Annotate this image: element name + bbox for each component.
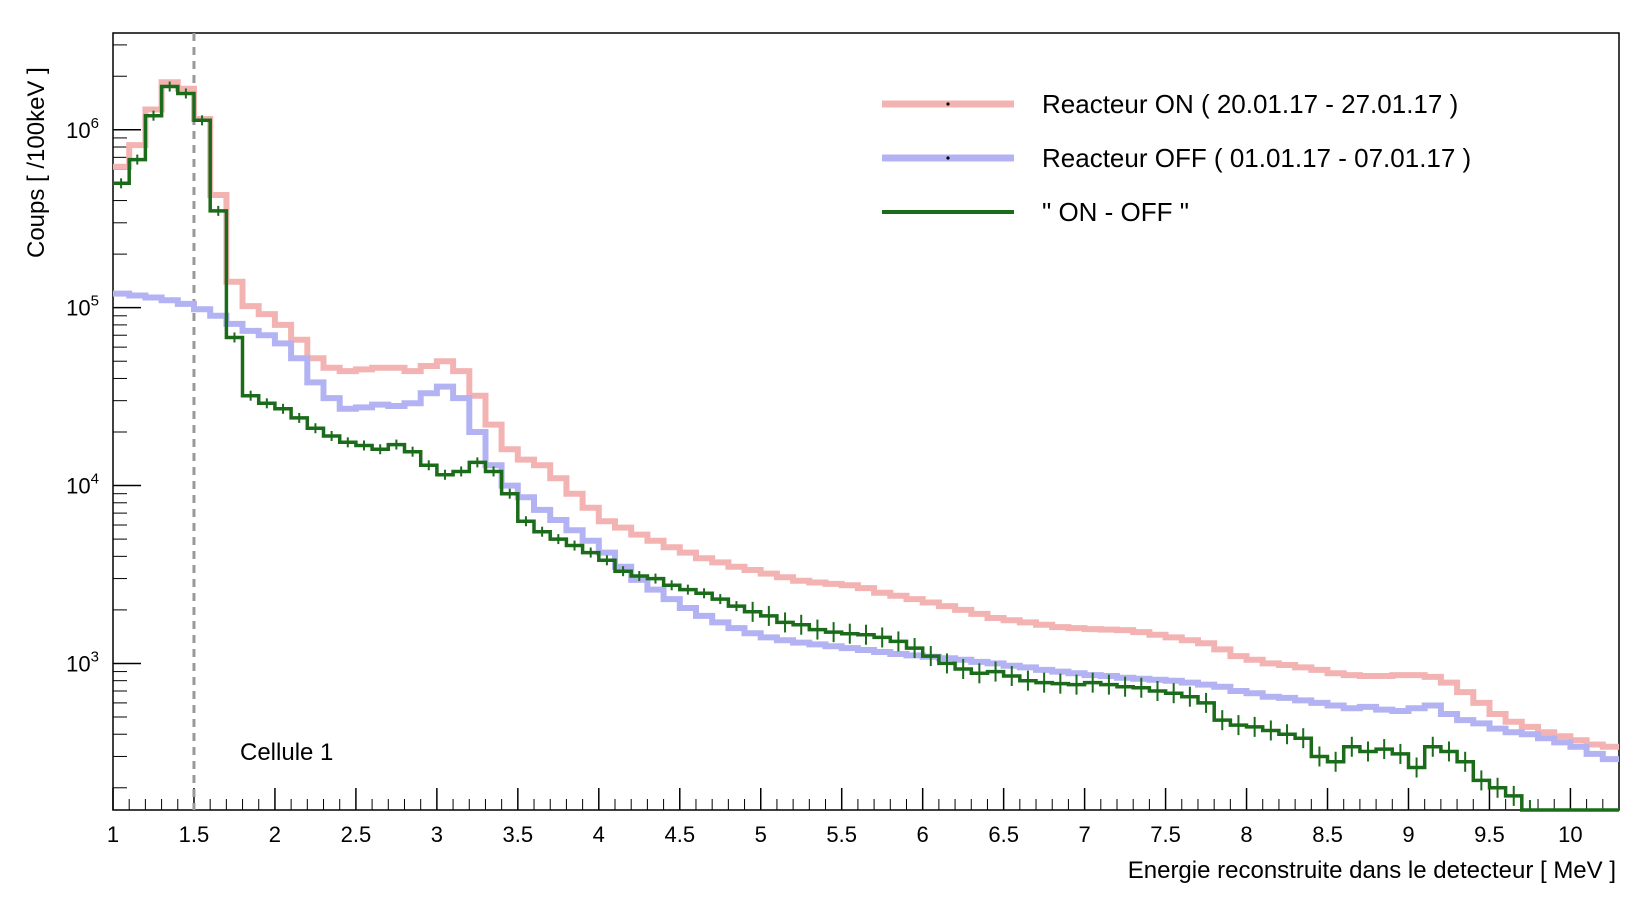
y-tick-label: 103: [66, 648, 99, 676]
x-tick-label: 3.5: [503, 822, 534, 847]
y-tick-label: 106: [66, 115, 99, 143]
cell-annotation: Cellule 1: [240, 739, 333, 766]
legend-label-1: Reacteur OFF ( 01.01.17 - 07.01.17 ): [1042, 143, 1471, 173]
y-axis-title: Coups [ /100keV ]: [23, 67, 50, 258]
legend-marker-1: [946, 156, 950, 160]
series-line-0: [113, 79, 1619, 750]
plot-frame: [112, 32, 1620, 811]
legend-label-0: Reacteur ON ( 20.01.17 - 27.01.17 ): [1042, 89, 1458, 119]
x-tick-label: 2.5: [341, 822, 372, 847]
x-tick-label: 6.5: [988, 822, 1019, 847]
x-tick-label: 5.5: [826, 822, 857, 847]
legend: Reacteur ON ( 20.01.17 - 27.01.17 ) React…: [882, 89, 1471, 227]
x-tick-label: 4: [593, 822, 605, 847]
x-tick-label: 10: [1558, 822, 1582, 847]
x-tick-label: 6: [917, 822, 929, 847]
x-tick-label: 4.5: [664, 822, 695, 847]
x-tick-label: 7.5: [1150, 822, 1181, 847]
x-tick-label: 1.5: [179, 822, 210, 847]
x-tick-label: 8: [1240, 822, 1252, 847]
series-group: [113, 79, 1619, 812]
tick-marks: [112, 44, 1620, 810]
series-line-2: [113, 84, 1619, 812]
x-tick-label: 2: [269, 822, 281, 847]
x-tick-label: 9: [1402, 822, 1414, 847]
legend-marker-0: [946, 102, 950, 106]
y-tick-labels: 103 104 105 106: [66, 115, 99, 677]
x-tick-label: 9.5: [1474, 822, 1505, 847]
y-tick-label: 104: [66, 471, 99, 499]
series-line-1: [113, 290, 1619, 763]
legend-marker-2: [946, 210, 950, 214]
x-axis-title: Energie reconstruite dans le detecteur […: [1128, 857, 1616, 884]
x-tick-label: 3: [431, 822, 443, 847]
x-tick-label: 7: [1078, 822, 1090, 847]
x-tick-label: 1: [107, 822, 119, 847]
y-tick-label: 105: [66, 293, 99, 321]
x-tick-label: 5: [755, 822, 767, 847]
x-tick-label: 8.5: [1312, 822, 1343, 847]
x-tick-labels: 1 1.5 2 2.5 3 3.5 4 4.5 5 5.5 6 6.5 7 7.5 8 8.5 9 9.5 10: [107, 822, 1583, 847]
legend-label-2: " ON - OFF ": [1042, 197, 1189, 227]
